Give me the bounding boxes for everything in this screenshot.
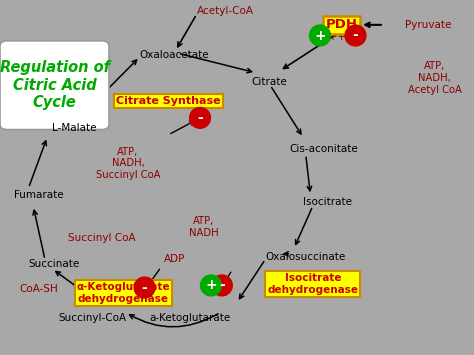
- Text: Oxalosuccinate: Oxalosuccinate: [265, 252, 346, 262]
- Text: Citrate Synthase: Citrate Synthase: [116, 96, 220, 106]
- Ellipse shape: [134, 277, 155, 298]
- Text: Oxaloacetate: Oxaloacetate: [140, 50, 210, 60]
- Text: PDH: PDH: [325, 18, 357, 31]
- Text: -: -: [219, 278, 225, 293]
- Text: α-Ketoglutarate
dehydrogenase: α-Ketoglutarate dehydrogenase: [76, 282, 170, 304]
- Text: Pyruvate: Pyruvate: [405, 20, 452, 30]
- Text: Isocitrate
dehydrogenase: Isocitrate dehydrogenase: [267, 273, 358, 295]
- Text: CoA-SH: CoA-SH: [19, 284, 58, 294]
- Text: Citrate: Citrate: [251, 77, 287, 87]
- Text: L-Malate: L-Malate: [52, 123, 97, 133]
- Text: Isocitrate: Isocitrate: [303, 197, 352, 207]
- FancyBboxPatch shape: [0, 41, 109, 130]
- Ellipse shape: [211, 275, 232, 296]
- Text: Acetyl-CoA: Acetyl-CoA: [197, 6, 254, 16]
- Text: ADP: ADP: [164, 254, 185, 264]
- Text: +: +: [205, 278, 217, 293]
- Text: a-Ketoglutarate: a-Ketoglutarate: [149, 313, 230, 323]
- Text: Fumarate: Fumarate: [14, 190, 64, 200]
- Text: ATP,
NADH: ATP, NADH: [189, 217, 219, 238]
- Text: Cis-aconitate: Cis-aconitate: [289, 144, 358, 154]
- Text: Regulation of
Citric Acid
Cycle: Regulation of Citric Acid Cycle: [0, 60, 109, 110]
- Text: ATP,
NADH,
Succinyl CoA: ATP, NADH, Succinyl CoA: [96, 147, 160, 180]
- Text: Ca++: Ca++: [315, 32, 346, 42]
- Ellipse shape: [345, 25, 366, 46]
- Text: -: -: [353, 28, 358, 43]
- Text: -: -: [142, 280, 147, 295]
- Text: Succinyl-CoA: Succinyl-CoA: [58, 313, 127, 323]
- Ellipse shape: [310, 25, 330, 46]
- Ellipse shape: [201, 275, 221, 296]
- Text: Succinate: Succinate: [28, 260, 80, 269]
- Text: ATP,
NADH,
Acetyl CoA: ATP, NADH, Acetyl CoA: [408, 61, 462, 95]
- Text: Succinyl CoA: Succinyl CoA: [68, 233, 136, 243]
- Text: -: -: [197, 111, 203, 125]
- Text: +: +: [314, 28, 326, 43]
- Ellipse shape: [190, 108, 210, 128]
